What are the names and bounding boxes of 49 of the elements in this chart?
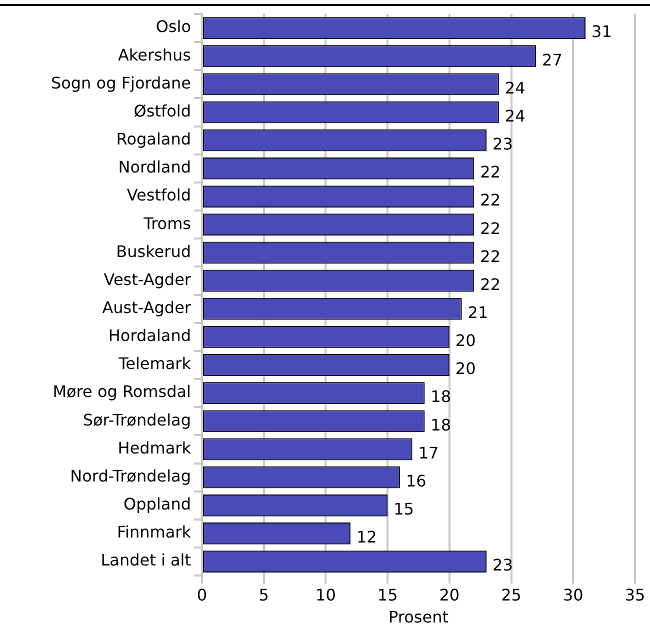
x-axis-title: Prosent [388,608,448,627]
y-tick-label: Oslo [156,17,191,36]
data-label: 16 [406,471,426,490]
y-tick-label: Vest-Agder [104,270,192,289]
y-tick-label: Østfold [134,101,191,120]
y-tick-label: Buskerud [116,242,191,261]
y-tick-label: Rogaland [116,130,191,149]
data-label: 31 [592,22,612,42]
data-label: 23 [492,134,513,154]
data-label: 22 [480,274,501,294]
data-label: 18 [430,415,452,434]
y-tick-label: Finnmark [117,522,192,542]
x-tick-label: 35 [624,585,646,604]
y-tick-label: Hordaland [108,326,191,346]
data-label: 24 [504,78,526,98]
data-label: 20 [455,331,476,350]
x-tick-label: 25 [501,585,522,604]
data-label: 22 [480,246,501,266]
y-tick-label: Akershus [118,45,191,64]
x-tick-label: 5 [258,585,269,604]
data-label: 24 [504,106,526,126]
data-label: 27 [542,50,562,70]
y-tick-label: Sogn og Fjordane [50,73,191,92]
data-label: 22 [480,162,501,182]
data-label: 20 [455,359,476,378]
data-label: 22 [480,218,501,238]
y-tick-label: Landet i alt [100,550,191,570]
x-tick-label: 30 [562,585,584,604]
y-tick-label: Nord-Trøndelag [70,466,191,486]
data-label: 21 [468,302,488,322]
y-tick-label: Telemark [118,354,192,374]
y-tick-label: Hedmark [118,438,192,458]
data-label: 23 [492,556,513,575]
y-tick-label: Aust-Agder [102,298,192,317]
data-label: 22 [480,190,501,210]
y-tick-label: Sør-Trøndelag [82,410,191,430]
y-tick-label: Nordland [118,158,191,177]
x-tick-label: 15 [377,585,398,604]
data-label: 15 [394,500,414,519]
y-tick-label: Møre og Romsdal [52,382,191,402]
data-label: 18 [430,387,452,406]
data-label: 17 [418,443,439,462]
data-label: 12 [356,528,377,547]
y-tick-label: Troms [142,214,191,233]
x-tick-label: 10 [316,585,336,604]
x-tick-label: 20 [439,585,460,604]
y-tick-label: Vestfold [126,186,191,205]
y-tick-label: Oppland [124,494,191,514]
x-tick-label: 0 [196,585,208,604]
